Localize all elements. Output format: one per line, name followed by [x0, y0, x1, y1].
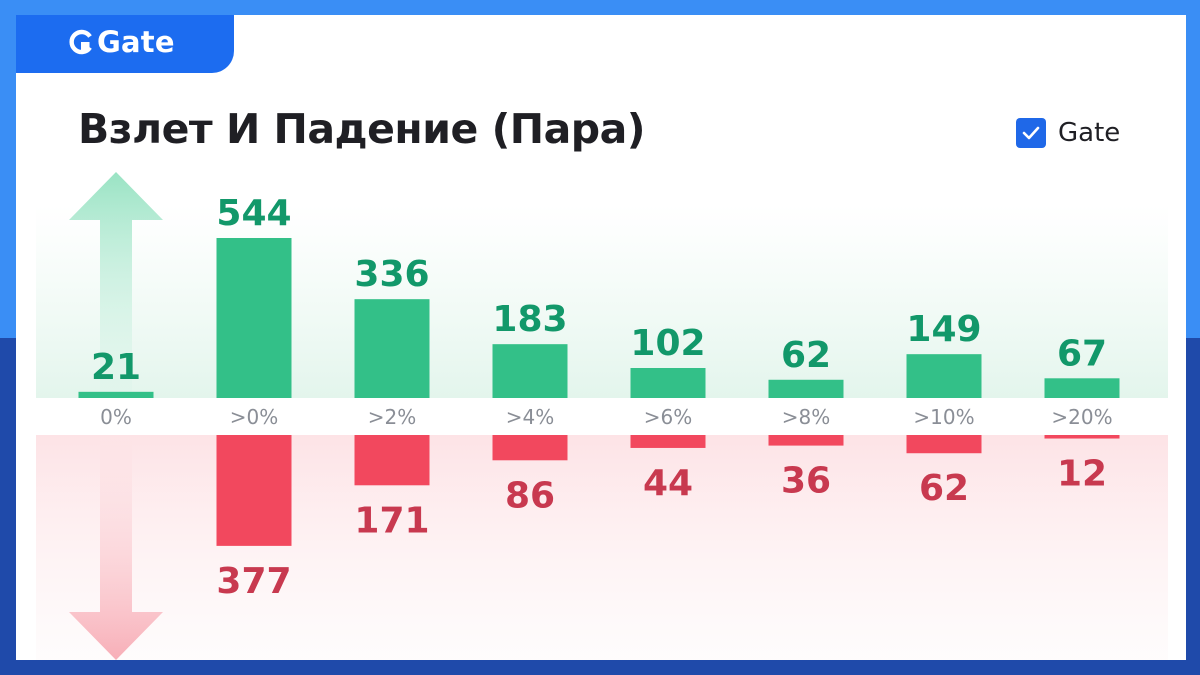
legend[interactable]: Gate	[1016, 118, 1120, 148]
down-bar	[906, 435, 982, 454]
down-value-label: 62	[919, 468, 969, 509]
legend-label: Gate	[1058, 118, 1121, 148]
x-tick-label: >0%	[230, 405, 279, 429]
up-bar	[768, 379, 844, 398]
down-bar	[492, 435, 568, 461]
brand-name: Gate	[97, 25, 175, 59]
down-bar	[354, 435, 430, 486]
brand-logo: Gate	[68, 24, 175, 60]
down-value-label: 12	[1057, 454, 1107, 495]
down-bar	[768, 435, 844, 446]
up-bar	[630, 368, 706, 398]
x-tick-label: >2%	[368, 405, 417, 429]
up-bar	[216, 238, 292, 398]
down-bar	[216, 435, 292, 546]
chart-card: Gate Взлет И Падение (Пара) Gate	[16, 15, 1186, 660]
x-tick-label: >10%	[913, 405, 974, 429]
up-value-label: 336	[354, 254, 429, 295]
up-arrow-icon	[69, 172, 163, 397]
chart-marks: 21 0% 544 >0% 377 336 >2% 171 183 >4% 86 102 >6% 44 62…	[78, 193, 1120, 602]
down-zone-background	[36, 435, 1168, 660]
down-value-label: 171	[354, 500, 429, 541]
down-bar	[630, 435, 706, 448]
check-icon	[1022, 126, 1040, 140]
x-tick-label: >8%	[782, 405, 831, 429]
down-value-label: 44	[643, 463, 693, 504]
up-bar	[78, 391, 154, 398]
x-tick-label: >6%	[644, 405, 693, 429]
up-value-label: 67	[1057, 333, 1107, 374]
brand-tab: Gate	[16, 15, 234, 73]
up-value-label: 21	[91, 347, 141, 388]
down-value-label: 377	[216, 561, 291, 602]
up-bar	[906, 354, 982, 398]
up-value-label: 183	[492, 299, 567, 340]
up-value-label: 102	[630, 323, 705, 364]
down-bar	[1044, 435, 1120, 439]
gate-logo-icon	[69, 29, 92, 55]
down-value-label: 36	[781, 461, 831, 502]
up-bar	[1044, 378, 1120, 398]
gainers-losers-chart: 21 0% 544 >0% 377 336 >2% 171 183 >4% 86 102 >6% 44 62…	[36, 172, 1168, 660]
up-bar	[492, 344, 568, 398]
up-zone-background	[36, 205, 1168, 398]
legend-checkbox[interactable]	[1016, 118, 1046, 148]
up-value-label: 149	[906, 309, 981, 350]
down-arrow-icon	[69, 435, 163, 660]
up-value-label: 544	[216, 193, 291, 234]
x-tick-label: >20%	[1051, 405, 1112, 429]
x-tick-label: >4%	[506, 405, 555, 429]
page-title: Взлет И Падение (Пара)	[78, 105, 646, 153]
x-tick-label: 0%	[100, 405, 132, 429]
down-value-label: 86	[505, 475, 555, 516]
up-value-label: 62	[781, 335, 831, 376]
up-bar	[354, 299, 430, 398]
